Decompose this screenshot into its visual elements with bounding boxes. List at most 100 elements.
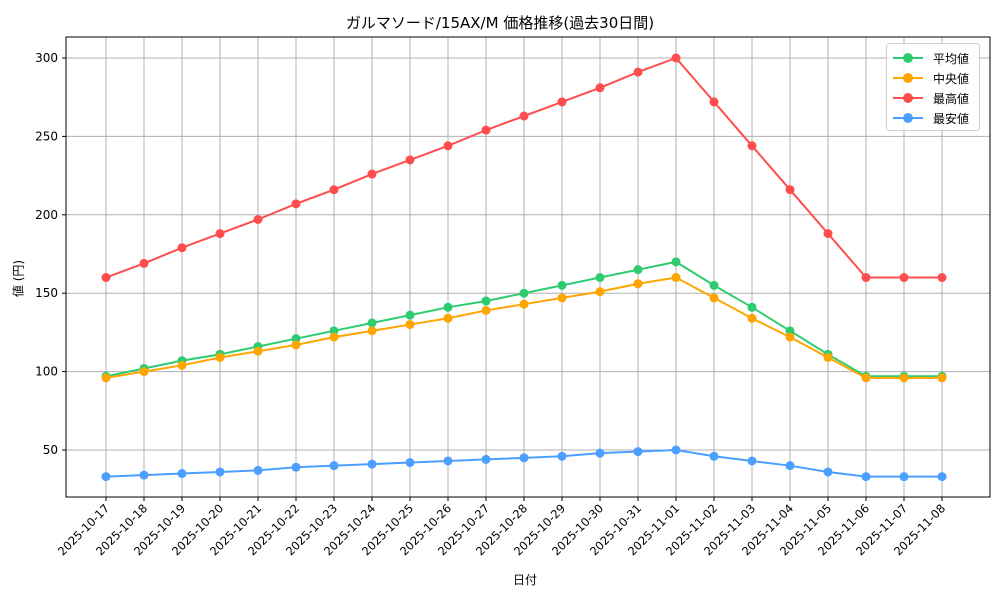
data-point — [899, 472, 909, 482]
data-point — [709, 97, 719, 107]
data-point — [823, 467, 833, 477]
blue-dot-icon — [903, 113, 913, 123]
data-point — [405, 320, 415, 330]
data-point — [595, 83, 605, 93]
data-point — [861, 472, 871, 482]
data-point — [519, 299, 529, 309]
data-point — [861, 273, 871, 283]
chart-title: ガルマソード/15AX/M 価格推移(過去30日間) — [345, 14, 655, 32]
data-point — [329, 332, 339, 342]
data-point — [367, 326, 377, 336]
data-point — [519, 111, 529, 121]
y-axis-ticks: 50 100 150 200 250 300 — [35, 51, 66, 457]
legend-item-median: 中央値 — [887, 68, 979, 88]
data-point — [709, 280, 719, 290]
data-point — [823, 229, 833, 239]
data-point — [139, 470, 149, 480]
data-point — [747, 456, 757, 466]
data-point — [101, 273, 111, 283]
data-point — [291, 199, 301, 209]
data-point — [557, 97, 567, 107]
data-point — [785, 332, 795, 342]
data-point — [177, 243, 187, 253]
legend-item-min: 最安値 — [887, 108, 979, 128]
data-point — [557, 280, 567, 290]
y-tick-label: 50 — [43, 443, 58, 457]
data-point — [291, 340, 301, 350]
data-point — [747, 302, 757, 312]
data-point — [899, 273, 909, 283]
data-point — [177, 469, 187, 479]
data-point — [253, 465, 263, 475]
green-dot-icon — [903, 53, 913, 63]
data-point — [519, 453, 529, 463]
data-point — [443, 141, 453, 151]
y-tick-label: 150 — [35, 286, 58, 300]
legend-item-average: 平均値 — [887, 48, 979, 68]
data-point — [215, 467, 225, 477]
legend-item-max: 最高値 — [887, 88, 979, 108]
data-point — [633, 447, 643, 457]
grid-lines — [66, 37, 990, 497]
data-point — [443, 456, 453, 466]
data-point — [709, 451, 719, 461]
data-point — [101, 472, 111, 482]
series-line — [101, 445, 947, 482]
data-series — [101, 53, 947, 482]
data-point — [329, 461, 339, 471]
data-point — [405, 155, 415, 165]
data-point — [747, 313, 757, 323]
data-point — [481, 454, 491, 464]
data-point — [595, 448, 605, 458]
data-point — [139, 367, 149, 377]
data-point — [253, 215, 263, 225]
data-point — [329, 185, 339, 195]
data-point — [139, 258, 149, 268]
data-point — [937, 472, 947, 482]
data-point — [671, 53, 681, 63]
y-tick-label: 200 — [35, 208, 58, 222]
data-point — [367, 318, 377, 328]
data-point — [823, 352, 833, 362]
data-point — [785, 326, 795, 336]
data-point — [519, 288, 529, 298]
red-dot-icon — [903, 93, 913, 103]
legend: 平均値 中央値 最高値 最安値 — [886, 43, 980, 131]
data-point — [253, 346, 263, 356]
data-point — [785, 185, 795, 195]
data-point — [443, 313, 453, 323]
data-point — [747, 141, 757, 151]
data-point — [481, 296, 491, 306]
data-point — [367, 169, 377, 179]
data-point — [671, 273, 681, 283]
data-point — [557, 451, 567, 461]
data-point — [633, 265, 643, 275]
data-point — [215, 229, 225, 239]
data-point — [443, 302, 453, 312]
y-tick-label: 300 — [35, 51, 58, 65]
data-point — [291, 462, 301, 472]
data-point — [291, 334, 301, 344]
data-point — [861, 373, 871, 383]
data-point — [785, 461, 795, 471]
data-point — [633, 279, 643, 289]
x-axis-label: 日付 — [512, 573, 537, 587]
data-point — [481, 305, 491, 315]
data-point — [329, 326, 339, 336]
data-point — [367, 459, 377, 469]
series-line — [101, 53, 947, 283]
data-point — [633, 67, 643, 77]
data-point — [937, 373, 947, 383]
data-point — [595, 273, 605, 283]
orange-dot-icon — [903, 73, 913, 83]
y-tick-label: 100 — [35, 365, 58, 379]
x-axis-ticks: 2025-10-172025-10-182025-10-192025-10-20… — [55, 497, 948, 558]
data-point — [671, 445, 681, 455]
data-point — [671, 257, 681, 267]
data-point — [101, 373, 111, 383]
data-point — [481, 125, 491, 135]
plot-frame — [65, 36, 991, 498]
series-line — [101, 273, 947, 383]
data-point — [937, 273, 947, 283]
